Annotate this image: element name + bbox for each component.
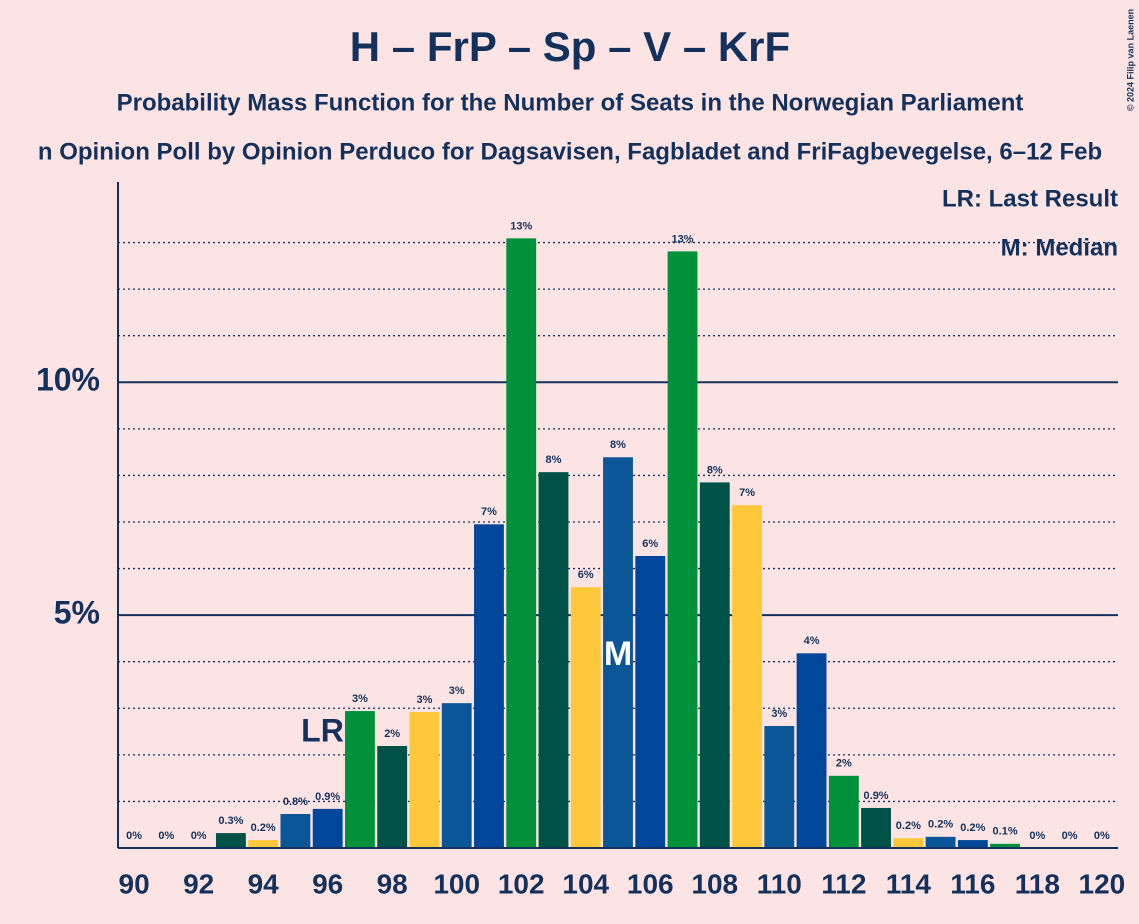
bar — [796, 653, 827, 848]
bar — [312, 808, 343, 848]
x-tick-label: 116 — [950, 868, 995, 899]
bar — [635, 555, 666, 848]
bar — [603, 457, 633, 848]
data-label: 3% — [416, 694, 432, 706]
chart-subtitle: Probability Mass Function for the Number… — [117, 89, 1024, 116]
data-label: 0.2% — [928, 819, 953, 831]
data-label: 0.2% — [896, 820, 921, 832]
data-label: 8% — [610, 439, 626, 451]
data-label: 0% — [191, 830, 207, 842]
x-tick-label: 94 — [248, 868, 280, 899]
data-label: 0.3% — [218, 815, 243, 827]
bar — [570, 587, 601, 848]
data-label: 6% — [642, 538, 658, 550]
data-label: 3% — [352, 693, 368, 705]
x-tick-label: 114 — [886, 868, 932, 899]
data-label: 0% — [1094, 830, 1110, 842]
data-label: 4% — [804, 635, 820, 647]
data-label: 0.9% — [864, 790, 889, 802]
bar — [248, 840, 279, 848]
legend-entry: LR: Last Result — [942, 185, 1118, 212]
y-tick-label: 10% — [36, 362, 100, 398]
data-label: 0.2% — [251, 822, 276, 834]
bar — [441, 703, 472, 848]
x-tick-label: 100 — [433, 868, 480, 899]
data-label: 0% — [1062, 830, 1078, 842]
data-label: 0% — [1029, 830, 1045, 842]
x-tick-label: 108 — [691, 868, 738, 899]
bar — [474, 524, 504, 848]
bar — [764, 725, 795, 848]
data-label: 6% — [578, 569, 594, 581]
bar — [957, 840, 988, 848]
x-tick-label: 106 — [627, 868, 674, 899]
data-label: 2% — [836, 758, 852, 770]
data-label: 13% — [510, 220, 532, 232]
bar — [699, 482, 730, 848]
chart-title: H – FrP – Sp – V – KrF — [350, 23, 790, 70]
copyright: © 2024 Filip van Laenen — [1125, 9, 1135, 111]
data-label: 0% — [158, 830, 174, 842]
bar — [280, 814, 311, 848]
data-label: 7% — [481, 506, 497, 518]
chart-subtitle: n Opinion Poll by Opinion Perduco for Da… — [38, 138, 1102, 165]
data-label: 3% — [449, 685, 465, 697]
legend-entry: M: Median — [1001, 234, 1118, 261]
x-tick-label: 120 — [1079, 868, 1126, 899]
y-tick-label: 5% — [54, 595, 100, 631]
bar — [732, 505, 762, 848]
bar — [345, 711, 375, 848]
x-tick-label: 102 — [498, 868, 545, 899]
data-label: 0.8% — [283, 796, 308, 808]
bar — [893, 838, 924, 848]
data-label: 7% — [739, 487, 755, 499]
data-label: 8% — [546, 454, 562, 466]
data-label: 2% — [384, 728, 400, 740]
x-tick-label: 90 — [119, 868, 150, 899]
data-label: 0.9% — [315, 791, 340, 803]
x-tick-label: 118 — [1015, 868, 1060, 899]
bar — [506, 238, 537, 848]
bar — [828, 775, 859, 848]
bar — [861, 807, 891, 848]
x-tick-label: 98 — [377, 868, 408, 899]
bar — [377, 746, 408, 848]
data-label: 8% — [707, 464, 723, 476]
bar — [215, 833, 246, 848]
bar — [538, 472, 569, 848]
x-tick-label: 110 — [757, 868, 802, 899]
x-tick-label: 112 — [821, 868, 866, 899]
data-label: 13% — [672, 233, 694, 245]
annotation: LR — [301, 712, 344, 748]
data-label: 3% — [771, 708, 787, 720]
data-label: 0.2% — [960, 822, 985, 834]
bar — [409, 712, 440, 848]
bar — [990, 843, 1021, 848]
bar — [667, 251, 698, 848]
data-label: 0.1% — [993, 826, 1018, 838]
x-tick-label: 104 — [562, 868, 609, 899]
data-label: 0% — [126, 830, 142, 842]
x-tick-label: 96 — [312, 868, 343, 899]
x-tick-label: 92 — [183, 868, 214, 899]
bar — [925, 836, 956, 848]
annotation: M — [604, 635, 632, 673]
